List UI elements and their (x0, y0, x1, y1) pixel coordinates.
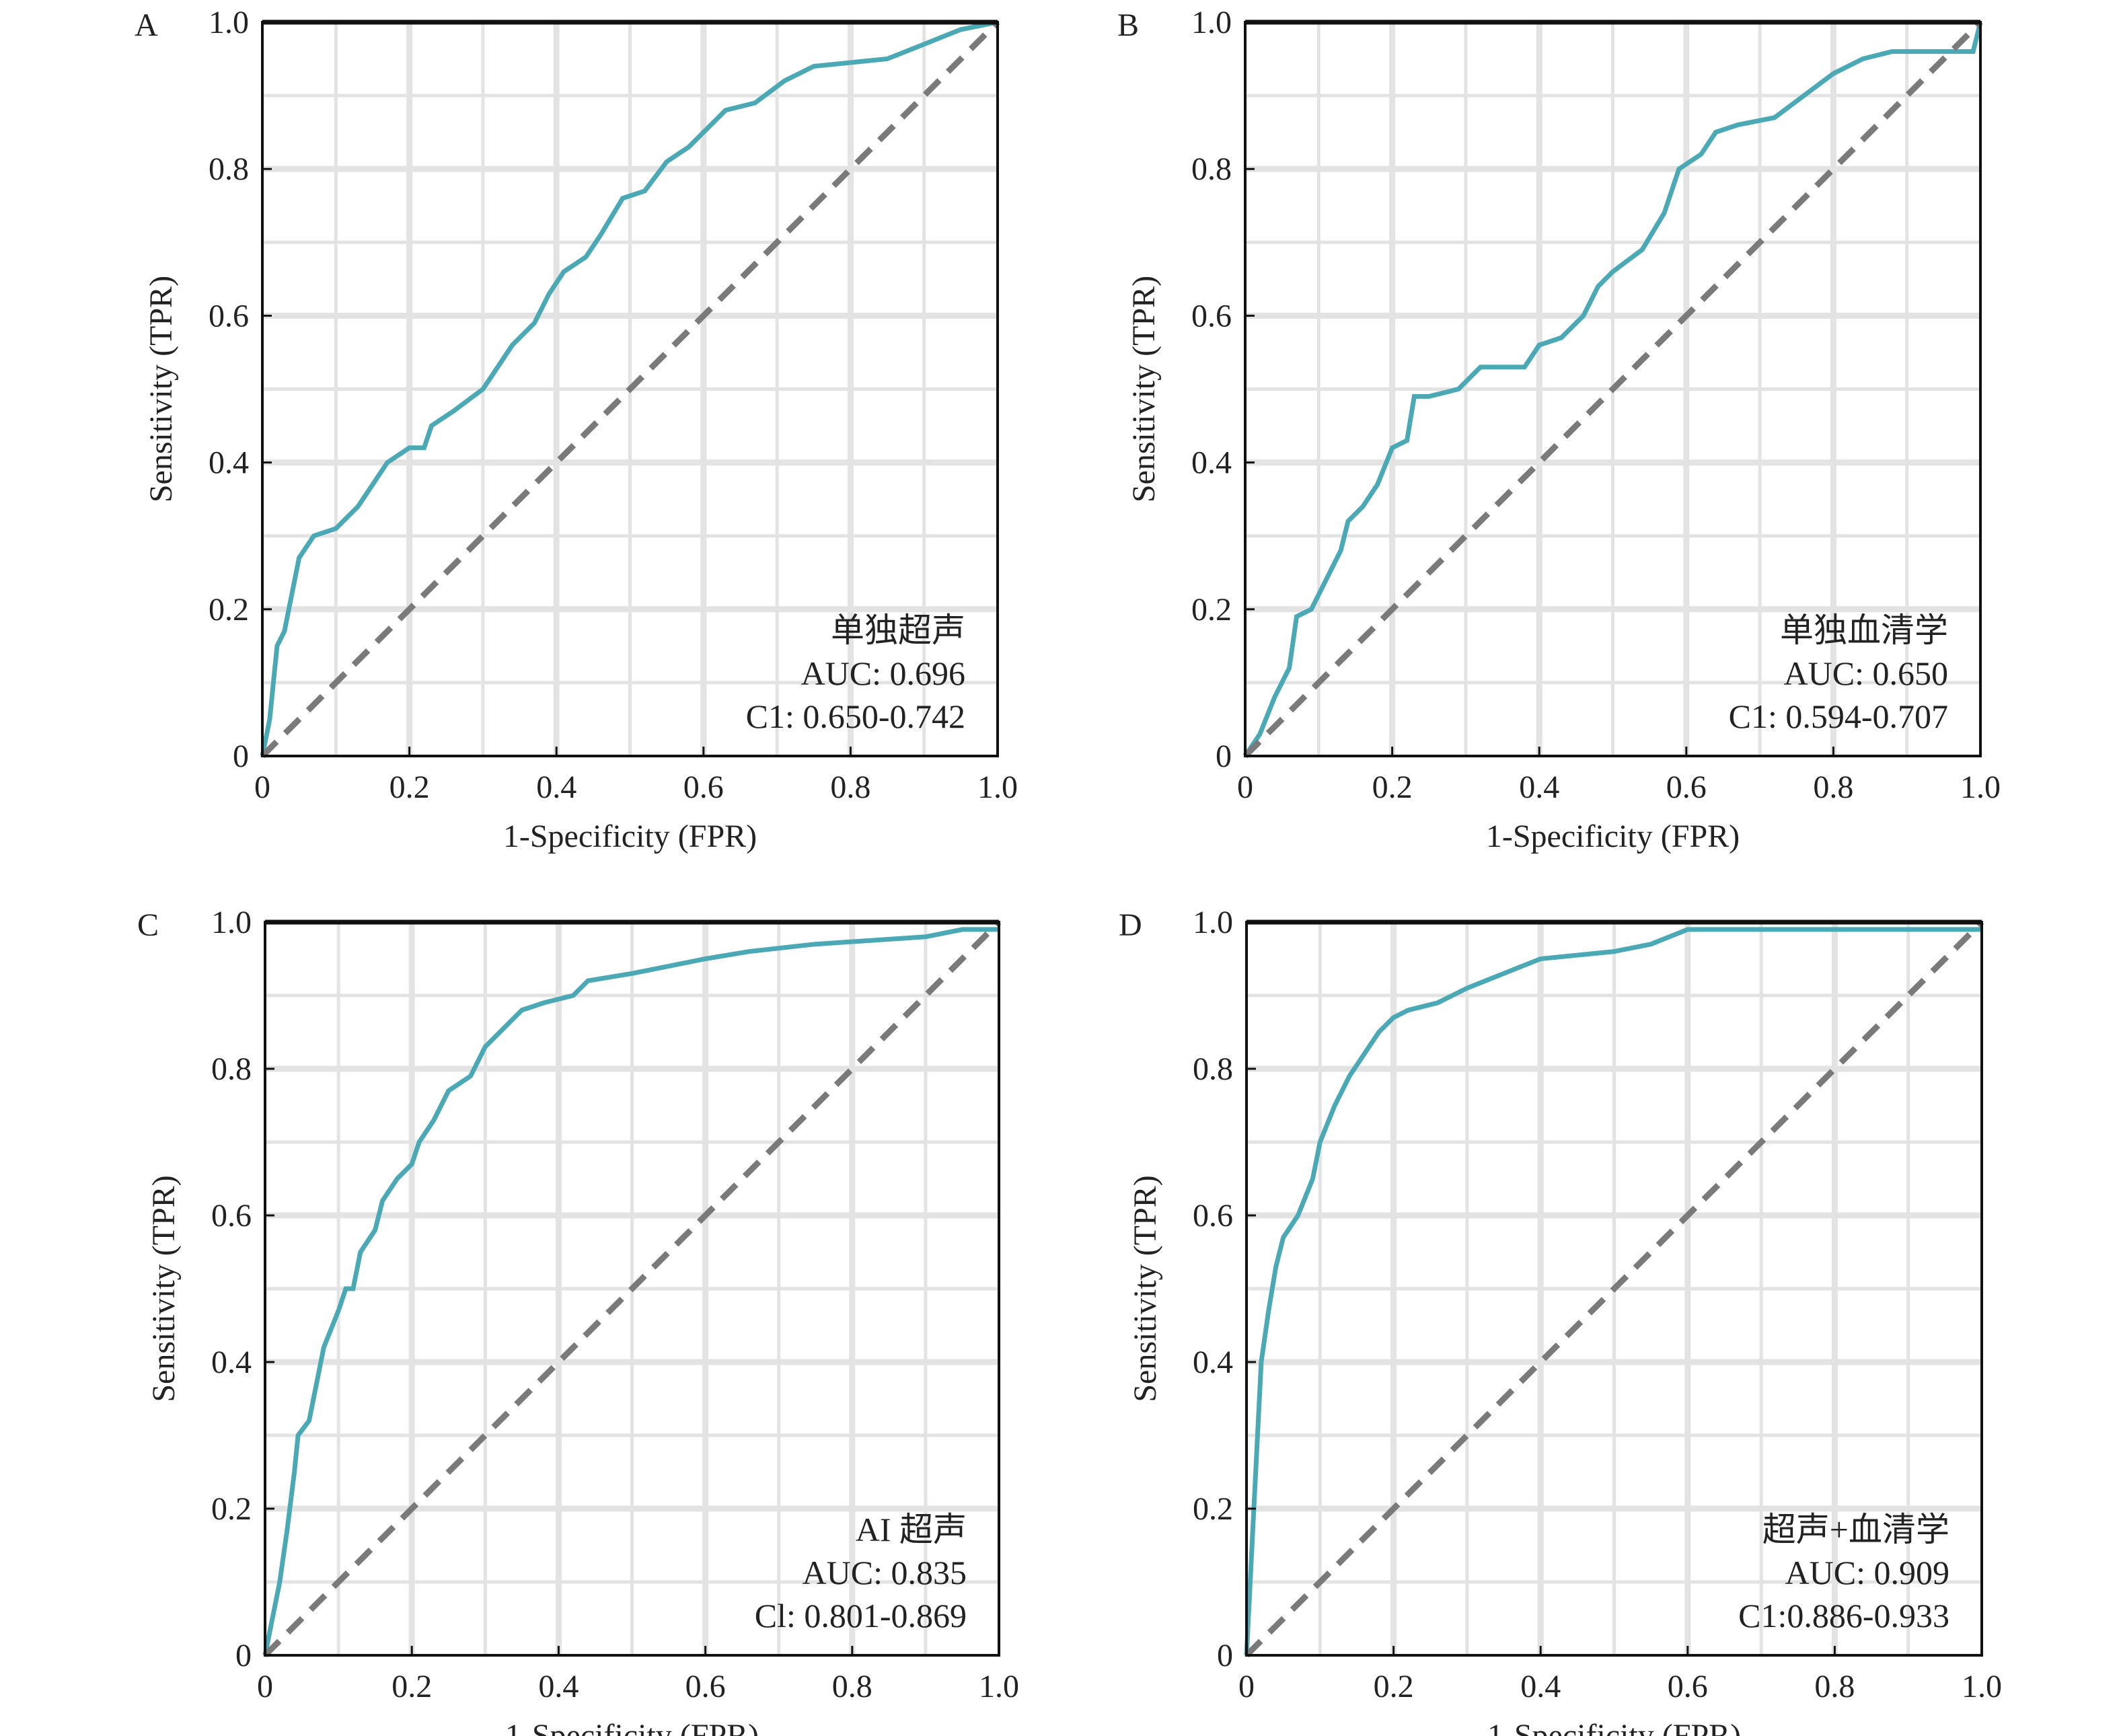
y-tick-label: 0 (235, 1638, 252, 1673)
y-tick-label: 0.4 (209, 445, 249, 481)
y-tick-label: 1.0 (1191, 5, 1232, 40)
y-tick-label: 0.2 (211, 1491, 252, 1527)
legend-annotation-line: AUC: 0.650 (1784, 654, 1948, 692)
y-tick-label: 0.8 (1193, 1051, 1233, 1087)
reference-diagonal-line (1242, 20, 1983, 759)
panel-letter: C (137, 907, 159, 943)
x-tick-label: 0.4 (1520, 1669, 1561, 1704)
y-axis-label: Sensitivity (TPR) (1126, 276, 1162, 502)
y-axis-label: Sensitivity (TPR) (146, 1175, 182, 1402)
y-tick-label: 0 (1216, 739, 1232, 774)
legend-annotation-line: 单独血清学 (1780, 611, 1948, 649)
y-tick-label: 0.2 (1193, 1491, 1233, 1527)
x-tick-label: 1.0 (1960, 769, 2001, 805)
x-tick-label: 0.6 (1666, 769, 1707, 805)
y-tick-label: 0.8 (211, 1051, 252, 1087)
x-tick-label: 0 (1237, 769, 1253, 805)
y-tick-label: 0.6 (1193, 1198, 1233, 1234)
reference-diagonal-line (1244, 919, 1984, 1658)
x-tick-label: 0.8 (830, 769, 870, 805)
x-tick-label: 0.8 (832, 1669, 872, 1704)
x-axis-label: 1-Specificity (FPR) (503, 819, 757, 854)
panel-letter: D (1119, 907, 1142, 943)
x-tick-label: 0.6 (1668, 1669, 1708, 1704)
reference-diagonal-line (260, 20, 1000, 759)
y-axis-label: Sensitivity (TPR) (143, 276, 179, 502)
roc-panel-a: 0 0.2 0.4 0.6 0.8 1.0 0 0.2 0.4 0.6 0.8 1.0 1-Specif… (135, 5, 1018, 854)
x-tick-label: 0.2 (1372, 769, 1413, 805)
x-tick-label: 1.0 (977, 769, 1018, 805)
y-tick-label: 0.6 (209, 298, 249, 334)
y-tick-label: 0.4 (1191, 445, 1232, 481)
legend-annotation-line: 单独超声 (831, 611, 965, 649)
x-tick-label: 0.6 (685, 1669, 726, 1704)
y-tick-label: 0.8 (1191, 151, 1232, 187)
roc-panel-c: 0 0.2 0.4 0.6 0.8 1.0 0 0.2 0.4 0.6 0.8 1.0 1-Specif… (137, 905, 1019, 1736)
y-tick-label: 0 (1217, 1638, 1233, 1673)
legend-annotation-line: AUC: 0.909 (1785, 1554, 1949, 1591)
y-tick-label: 0 (233, 739, 249, 774)
x-tick-label: 0 (257, 1669, 273, 1704)
roc-curve (262, 927, 999, 1656)
x-tick-label: 1.0 (1962, 1669, 2002, 1704)
x-axis-label: 1-Specificity (FPR) (1486, 819, 1740, 854)
x-tick-label: 0.2 (392, 1669, 432, 1704)
y-tick-label: 1.0 (209, 5, 249, 40)
x-tick-label: 0.2 (389, 769, 430, 805)
roc-panel-d: 0 0.2 0.4 0.6 0.8 1.0 0 0.2 0.4 0.6 0.8 1.0 1-Specif… (1119, 905, 2002, 1736)
roc-curve (260, 20, 998, 757)
roc-curve (1244, 927, 1982, 1656)
panel-letter: A (135, 7, 158, 43)
panel-letter: B (1117, 7, 1139, 43)
y-tick-label: 0.6 (1191, 298, 1232, 334)
x-tick-label: 0.8 (1813, 769, 1853, 805)
y-tick-label: 0.2 (209, 592, 249, 628)
x-tick-label: 0.2 (1374, 1669, 1414, 1704)
y-tick-label: 1.0 (211, 905, 252, 940)
reference-diagonal-line (262, 919, 1002, 1658)
x-tick-label: 0.6 (683, 769, 724, 805)
y-axis-label: Sensitivity (TPR) (1127, 1175, 1163, 1402)
roc-panel-b: 0 0.2 0.4 0.6 0.8 1.0 0 0.2 0.4 0.6 0.8 1.0 1-Specif… (1117, 5, 2001, 854)
x-tick-label: 0 (1238, 1669, 1255, 1704)
x-tick-label: 1.0 (979, 1669, 1019, 1704)
legend-annotation-line: AI 超声 (856, 1511, 967, 1548)
roc-curve (1243, 22, 1983, 757)
legend-annotation-line: Cl: 0.801-0.869 (755, 1597, 967, 1634)
x-tick-label: 0.4 (1519, 769, 1559, 805)
y-tick-label: 0.6 (211, 1198, 252, 1234)
x-tick-label: 0.4 (536, 769, 577, 805)
x-axis-label: 1-Specificity (FPR) (1487, 1718, 1741, 1736)
legend-annotation-line: C1: 0.594-0.707 (1729, 697, 1948, 735)
y-tick-label: 1.0 (1193, 905, 1233, 940)
legend-annotation-line: AUC: 0.835 (803, 1554, 967, 1591)
legend-annotation-line: C1: 0.650-0.742 (746, 697, 965, 735)
legend-annotation-line: 超声+血清学 (1762, 1511, 1949, 1548)
y-tick-label: 0.4 (1193, 1345, 1233, 1380)
y-tick-label: 0.4 (211, 1345, 252, 1380)
y-tick-label: 0.8 (209, 151, 249, 187)
x-tick-label: 0 (254, 769, 270, 805)
legend-annotation-line: AUC: 0.696 (801, 654, 965, 692)
legend-annotation-line: C1:0.886-0.933 (1738, 1597, 1949, 1634)
x-tick-label: 0.8 (1814, 1669, 1855, 1704)
x-tick-label: 0.4 (538, 1669, 579, 1704)
x-axis-label: 1-Specificity (FPR) (505, 1718, 759, 1736)
y-tick-label: 0.2 (1191, 592, 1232, 628)
